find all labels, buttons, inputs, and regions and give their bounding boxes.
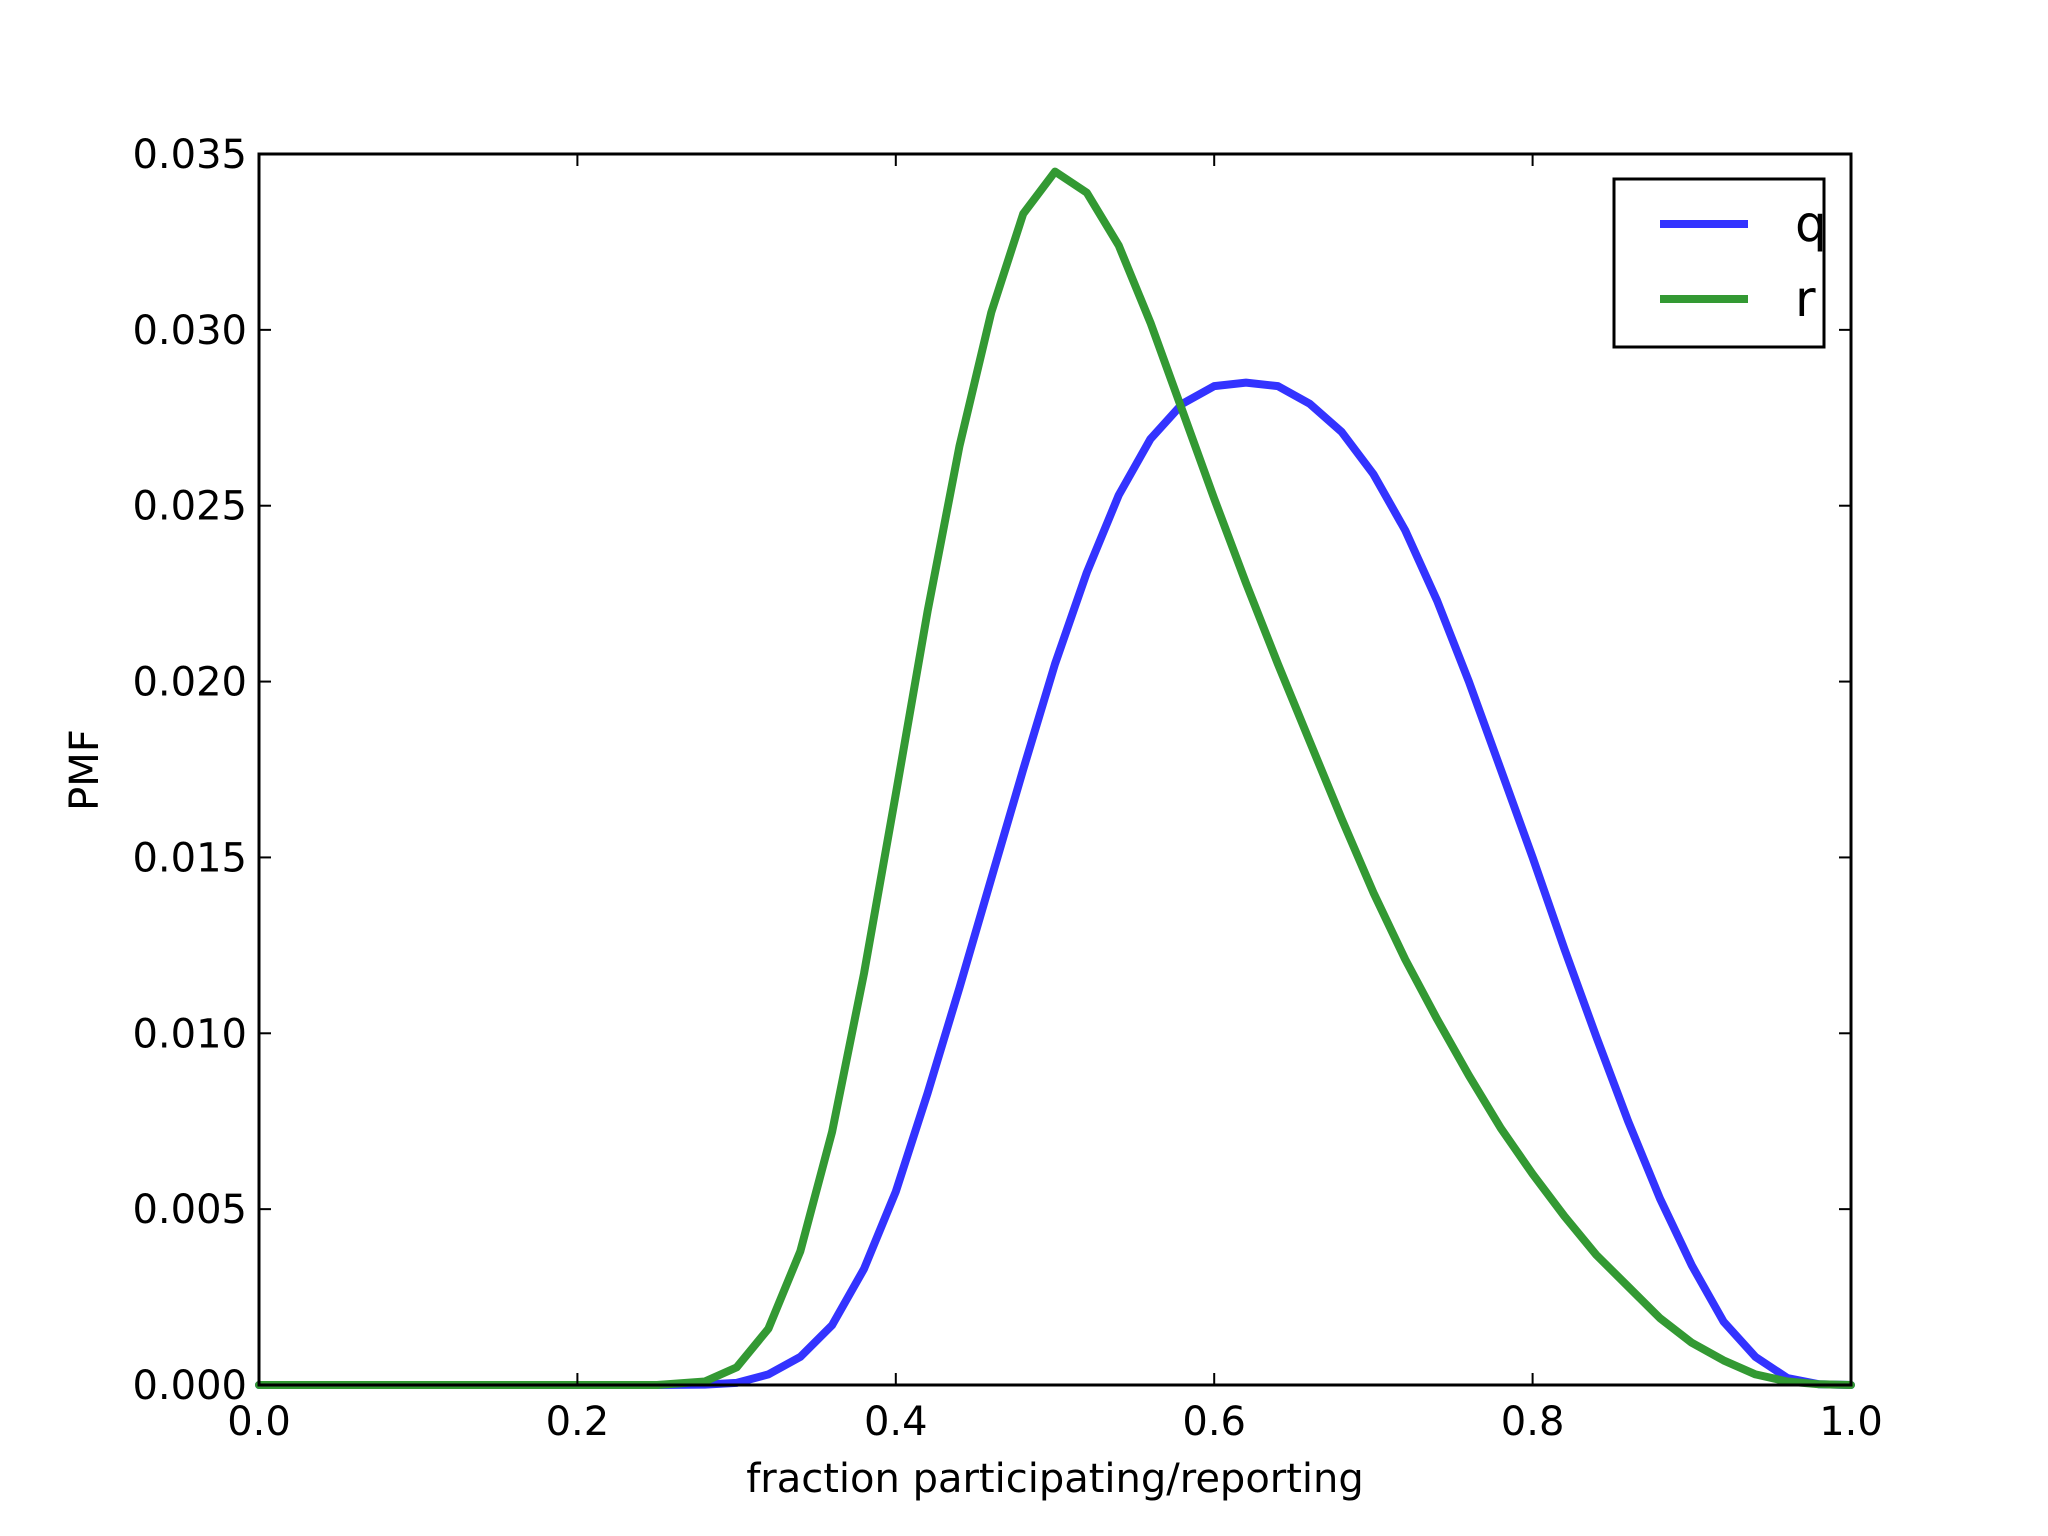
y-tick-label: 0.035 <box>132 132 247 178</box>
x-tick-label: 1.0 <box>1819 1399 1883 1445</box>
x-tick-label: 0.2 <box>546 1399 610 1445</box>
y-tick-label: 0.015 <box>132 835 247 881</box>
x-tick-label: 0.8 <box>1501 1399 1565 1445</box>
legend-box <box>1612 177 1826 349</box>
y-axis-label: PMF <box>62 729 108 811</box>
x-axis-label: fraction participating/reporting <box>746 1456 1364 1502</box>
legend: qr <box>1612 177 1827 349</box>
x-tick-label: 0.6 <box>1182 1399 1246 1445</box>
x-tick-label: 0.4 <box>864 1399 928 1445</box>
y-tick-label: 0.005 <box>132 1187 247 1233</box>
series-layer <box>255 167 1855 1389</box>
series-line-r <box>255 167 1855 1389</box>
y-tick-label: 0.010 <box>132 1011 247 1057</box>
series-line-q <box>255 378 1855 1389</box>
y-tick-label: 0.030 <box>132 308 247 354</box>
ticks-layer: 0.0 0.2 0.4 0.6 0.8 1.0 0.000 0.005 0.010 0.015 0.… <box>132 132 1882 1445</box>
legend-label-q: q <box>1795 195 1827 253</box>
y-tick-label: 0.020 <box>132 660 247 706</box>
y-tick-label: 0.025 <box>132 484 247 530</box>
x-tick-label: 0.0 <box>227 1399 291 1445</box>
legend-label-r: r <box>1795 270 1816 328</box>
y-tick-label: 0.000 <box>132 1363 247 1409</box>
plot-frame <box>257 152 1853 1387</box>
